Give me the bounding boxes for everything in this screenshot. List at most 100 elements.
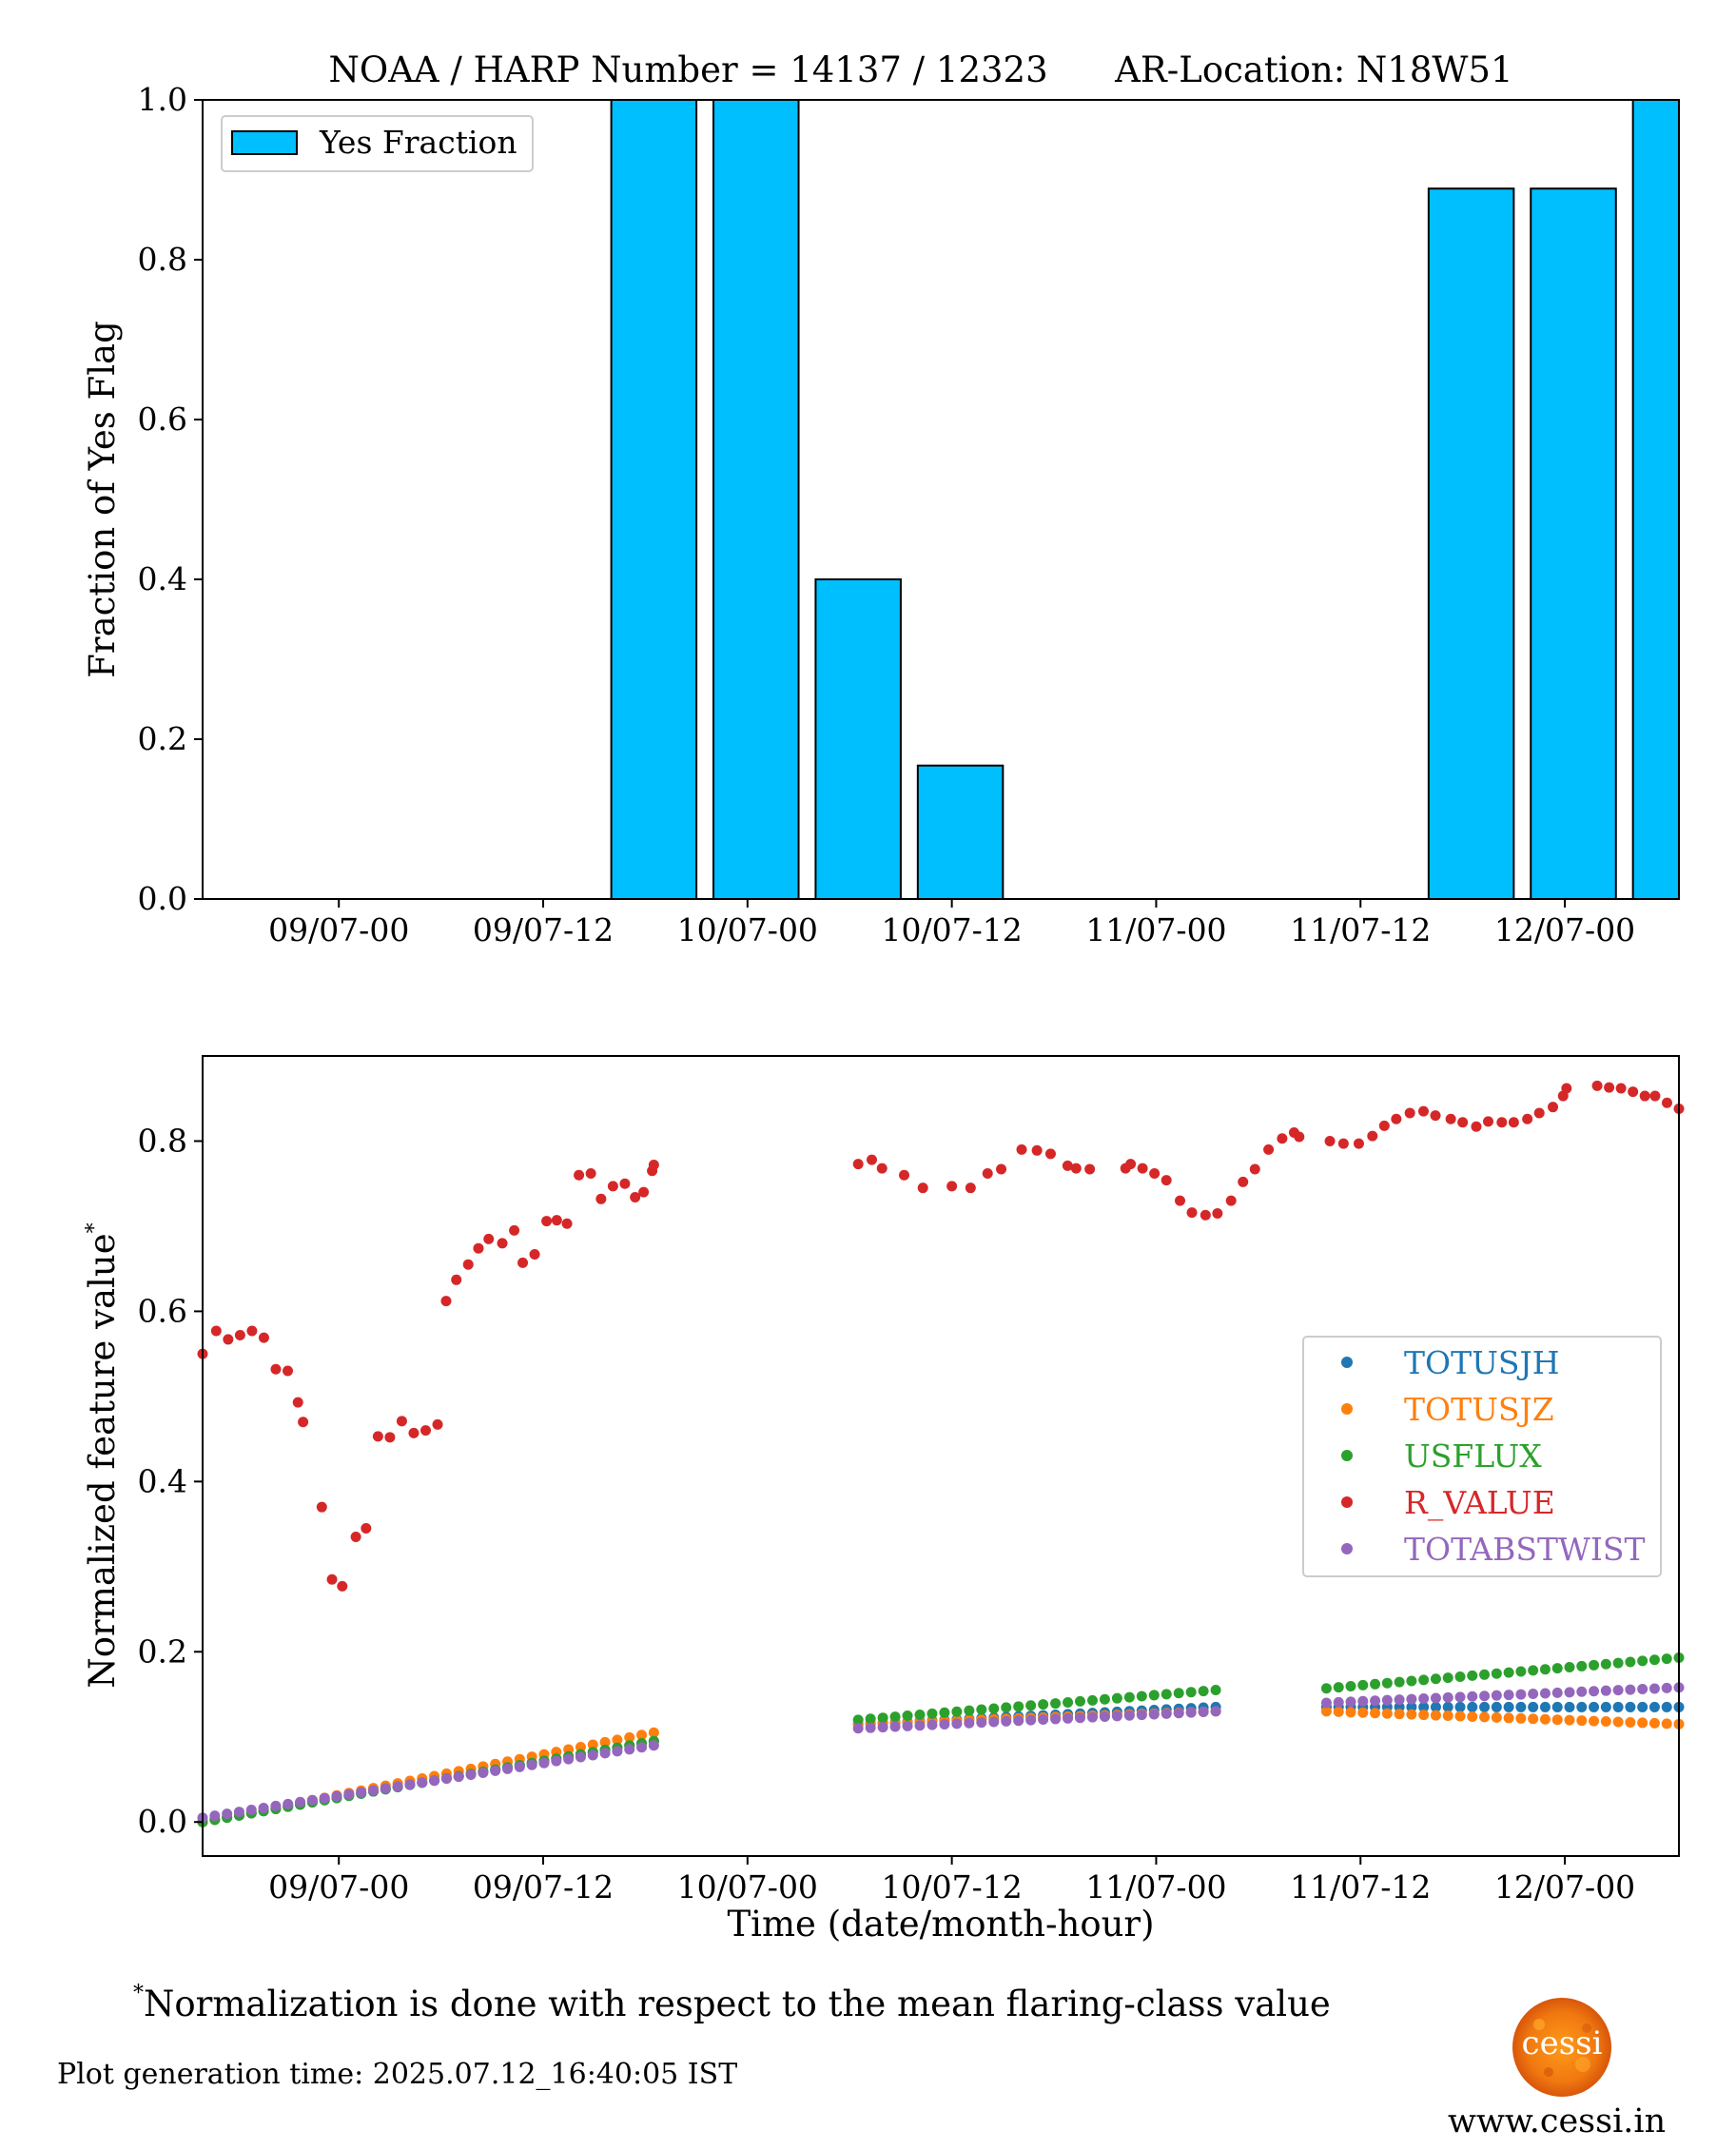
point-usflux — [1467, 1670, 1478, 1681]
x-tick-label: 09/07-00 — [268, 911, 409, 948]
point-totabstwist — [1648, 1683, 1660, 1694]
point-totusjz — [1333, 1706, 1344, 1717]
point-totabstwist — [1357, 1695, 1369, 1707]
point-totabstwist — [951, 1718, 963, 1730]
point-usflux — [1491, 1668, 1502, 1679]
legend-marker — [1341, 1543, 1353, 1554]
point-totabstwist — [1418, 1693, 1430, 1705]
point-r_value — [1661, 1097, 1672, 1108]
point-totusjh — [1661, 1701, 1672, 1712]
legend-box — [221, 115, 534, 172]
point-totabstwist — [551, 1755, 562, 1767]
point-r_value — [298, 1417, 309, 1428]
y-tick-label: 0.4 — [138, 560, 187, 597]
point-totabstwist — [1600, 1685, 1611, 1696]
point-r_value — [1445, 1113, 1456, 1124]
x-tick-label: 10/07-00 — [677, 1868, 818, 1906]
point-totabstwist — [1625, 1684, 1636, 1695]
point-totusjz — [1406, 1709, 1417, 1720]
point-totusjh — [1503, 1701, 1514, 1712]
point-r_value — [541, 1216, 553, 1227]
point-r_value — [210, 1325, 222, 1337]
bar-3 — [916, 764, 1005, 900]
website-link[interactable]: www.cessi.in — [1448, 2102, 1667, 2140]
point-totusjh — [1625, 1701, 1636, 1712]
legend-box — [1302, 1336, 1662, 1577]
x-axis-ticks: 09/07-00 09/07-12 10/07-00 10/07-12 11/07-00… — [268, 899, 1635, 948]
point-totabstwist — [1173, 1708, 1184, 1719]
legend: Yes Fraction — [221, 115, 534, 172]
point-r_value — [1175, 1195, 1186, 1206]
point-totabstwist — [599, 1748, 611, 1759]
point-r_value — [619, 1178, 631, 1189]
point-totusjz — [1442, 1710, 1453, 1722]
point-totabstwist — [209, 1810, 221, 1822]
point-r_value — [965, 1182, 976, 1194]
point-totabstwist — [526, 1759, 537, 1770]
point-totusjh — [1454, 1701, 1466, 1712]
point-totabstwist — [1589, 1686, 1600, 1697]
point-totabstwist — [1320, 1697, 1332, 1709]
point-totabstwist — [964, 1717, 975, 1729]
point-totabstwist — [1050, 1713, 1062, 1725]
point-totabstwist — [1136, 1710, 1147, 1721]
point-r_value — [234, 1329, 245, 1340]
point-r_value — [1137, 1163, 1148, 1174]
point-totabstwist — [367, 1785, 379, 1796]
point-totusjz — [636, 1730, 648, 1741]
point-r_value — [440, 1296, 452, 1307]
point-r_value — [1084, 1163, 1096, 1175]
point-r_value — [1417, 1105, 1429, 1117]
point-totabstwist — [1185, 1707, 1197, 1718]
point-r_value — [1125, 1159, 1137, 1170]
point-usflux — [1333, 1682, 1344, 1693]
point-totabstwist — [233, 1807, 244, 1818]
point-totabstwist — [1564, 1687, 1575, 1698]
point-totabstwist — [1111, 1710, 1122, 1722]
point-totabstwist — [1539, 1688, 1551, 1699]
point-r_value — [451, 1274, 462, 1285]
point-totusjh — [1467, 1701, 1478, 1712]
point-usflux — [1210, 1685, 1221, 1696]
point-r_value — [1367, 1130, 1378, 1142]
point-totusjh — [1637, 1701, 1648, 1712]
point-usflux — [1515, 1666, 1527, 1677]
point-r_value — [1353, 1138, 1364, 1149]
point-usflux — [1357, 1679, 1369, 1691]
legend-label: R_VALUE — [1404, 1484, 1555, 1522]
point-totabstwist — [1467, 1691, 1478, 1702]
point-totusjz — [1528, 1713, 1539, 1725]
point-totusjz — [624, 1731, 635, 1743]
point-totabstwist — [306, 1794, 318, 1806]
point-r_value — [876, 1163, 888, 1174]
point-totabstwist — [976, 1717, 987, 1729]
cessi-sun-logo: cessi — [1511, 1996, 1613, 2099]
point-r_value — [246, 1325, 258, 1337]
point-r_value — [946, 1181, 958, 1192]
point-totusjz — [1491, 1711, 1502, 1723]
sun-icon — [1512, 1998, 1611, 2097]
point-totusjh — [1539, 1701, 1551, 1712]
point-usflux — [1148, 1690, 1160, 1701]
point-r_value — [1639, 1090, 1650, 1102]
bar-2 — [814, 578, 902, 900]
point-totusjz — [1589, 1715, 1600, 1727]
point-totabstwist — [538, 1757, 550, 1769]
point-r_value — [1200, 1209, 1211, 1221]
point-usflux — [1589, 1659, 1600, 1671]
point-usflux — [1075, 1695, 1086, 1707]
legend-entries: TOTUSJH TOTUSJZ USFLUX R_VALUE TOTABSTWIST — [1341, 1344, 1646, 1568]
point-totusjh — [1612, 1701, 1624, 1712]
point-totusjz — [1320, 1706, 1332, 1717]
chart-title: NOAA / HARP Number = 14137 / 12323 AR-Lo… — [329, 49, 1513, 90]
point-r_value — [350, 1531, 361, 1542]
point-totusjz — [1381, 1708, 1393, 1719]
point-r_value — [529, 1248, 540, 1260]
point-r_value — [283, 1365, 294, 1377]
point-usflux — [1539, 1664, 1551, 1675]
point-usflux — [1185, 1687, 1197, 1698]
point-totabstwist — [902, 1720, 913, 1731]
legend-marker — [1341, 1403, 1353, 1415]
footnote-text: Normalization is done with respect to th… — [144, 1984, 1331, 2024]
legend-label: TOTUSJH — [1404, 1344, 1560, 1381]
